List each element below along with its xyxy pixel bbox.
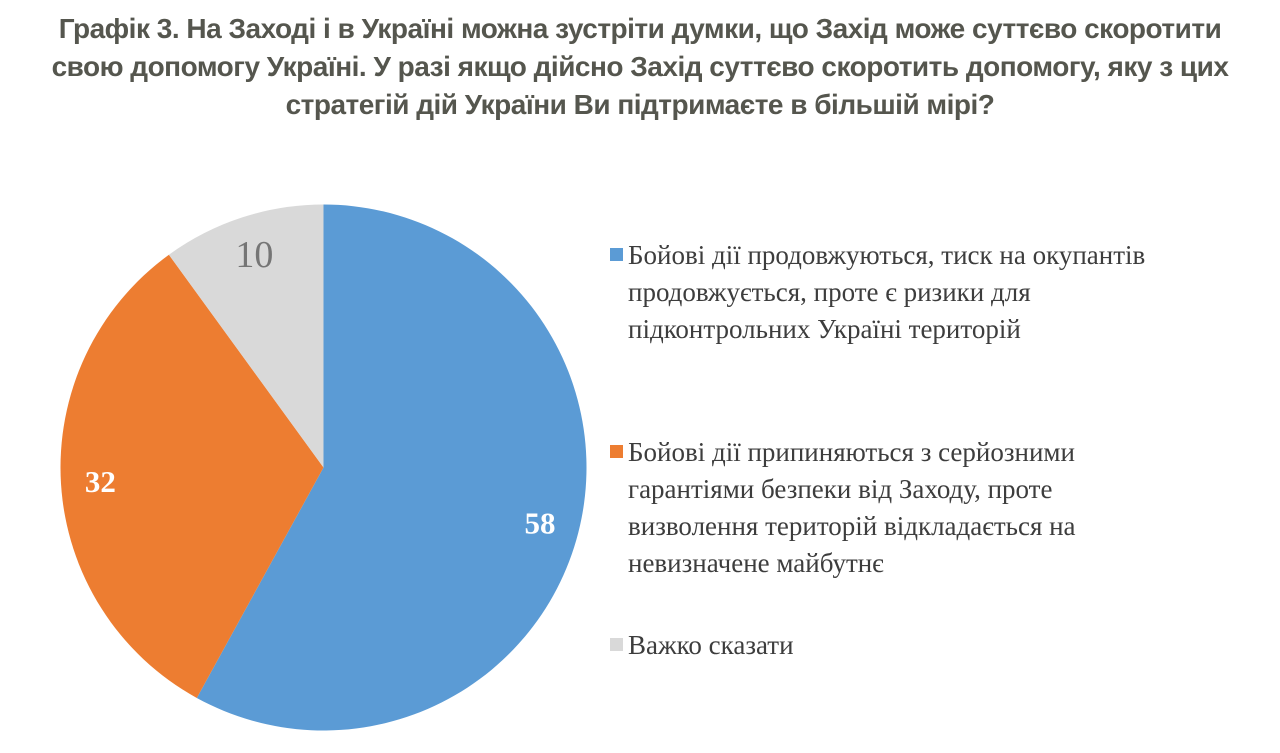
legend-item-stop-fighting: Бойові дії припиняються з серйозними гар… <box>610 434 1278 582</box>
legend-label: Важко сказати <box>628 630 794 660</box>
pie-slice-0 <box>196 204 587 731</box>
pie-data-label-1: 32 <box>85 464 116 499</box>
legend-item-continue-fighting: Бойові дії продовжуються, тиск на окупан… <box>610 237 1278 348</box>
pie-chart: 58 32 10 <box>60 204 587 731</box>
pie-chart-svg: 58 32 10 <box>60 204 587 731</box>
pie-slice-2 <box>168 204 324 468</box>
pie-slice-1 <box>60 254 324 698</box>
legend-label: Бойові дії продовжуються, тиск на окупан… <box>628 240 1146 344</box>
pie-data-label-2: 10 <box>235 234 273 276</box>
legend-item-hard-to-say: Важко сказати <box>610 627 1278 664</box>
chart-title: Графік 3. На Заході і в Україні можна зу… <box>51 13 1229 120</box>
legend-label: Бойові дії припиняються з серйозними гар… <box>628 437 1076 578</box>
legend-marker-blue-icon <box>610 248 623 261</box>
chart-legend: Бойові дії продовжуються, тиск на окупан… <box>610 237 1278 664</box>
legend-marker-orange-icon <box>610 445 623 458</box>
pie-data-label-0: 58 <box>525 506 556 541</box>
legend-marker-gray-icon <box>610 638 623 651</box>
